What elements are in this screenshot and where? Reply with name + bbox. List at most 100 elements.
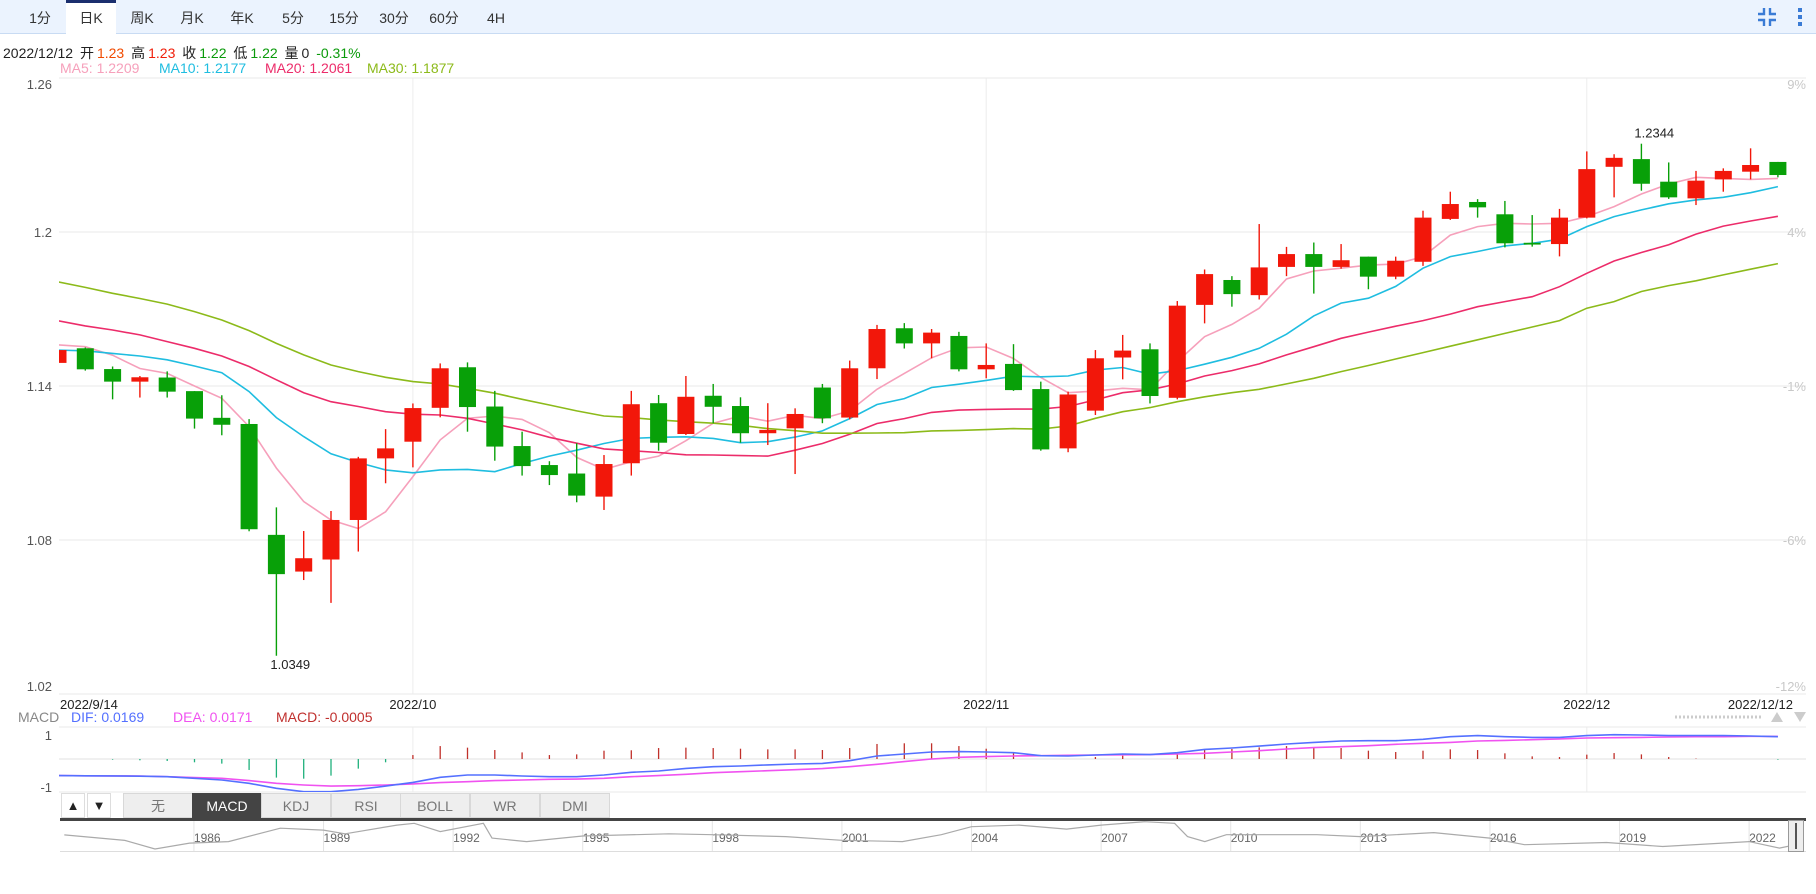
tab-weekly[interactable]: 周K <box>130 10 154 26</box>
candle-down <box>895 323 913 349</box>
candle-body <box>459 367 476 408</box>
indicator-tab-none[interactable]: 无 <box>123 793 193 818</box>
candle-body <box>186 391 203 419</box>
ma30-line <box>59 262 1779 435</box>
candle-body <box>158 377 176 392</box>
candle-body <box>1114 350 1132 358</box>
navigator-year-label: 1995 <box>583 831 610 845</box>
tab-1min[interactable]: 1分 <box>29 10 51 26</box>
candle-up <box>595 455 613 510</box>
tab-4h[interactable]: 4H <box>487 10 505 26</box>
pane-down-button[interactable]: ▼ <box>87 793 111 818</box>
indicator-tab-boll[interactable]: BOLL <box>400 793 470 818</box>
navigator-year-label: 1989 <box>324 831 351 845</box>
info-open-label: 开 <box>79 45 94 61</box>
navigator-year-label: 2019 <box>1620 831 1647 845</box>
candle-down <box>1769 161 1787 178</box>
pane-up-button[interactable]: ▲ <box>61 793 85 818</box>
navigator-year-label: 1992 <box>453 831 480 845</box>
candle-body <box>1632 159 1650 184</box>
candle-down <box>1632 143 1650 191</box>
tab-60min[interactable]: 60分 <box>429 10 459 26</box>
tab-yearly[interactable]: 年K <box>230 10 254 26</box>
candle-body <box>1141 349 1159 397</box>
y-axis-label: 1.2 <box>34 225 52 240</box>
indicator-tab-dmi[interactable]: DMI <box>540 793 610 818</box>
candle-down <box>459 362 476 432</box>
candle-body <box>841 368 859 418</box>
candle-body <box>1305 254 1323 267</box>
candle-up <box>1578 151 1596 219</box>
candle-down <box>568 443 586 503</box>
tab-5min[interactable]: 5分 <box>282 10 304 26</box>
tab-monthly[interactable]: 月K <box>180 10 204 26</box>
candle-up <box>1605 154 1623 198</box>
info-low: 1.22 <box>250 45 278 61</box>
compress-icon[interactable] <box>1756 6 1778 28</box>
candle-body <box>1769 161 1787 176</box>
candle-body <box>1168 305 1186 398</box>
candle-body <box>486 406 504 447</box>
navigator-year-label: 2022 <box>1749 831 1776 845</box>
candle-body <box>540 465 558 476</box>
candle-up <box>322 510 340 603</box>
candle-up <box>622 390 640 476</box>
candle-up <box>1168 301 1186 400</box>
candle-body <box>1059 394 1077 449</box>
candle-body <box>1278 254 1295 267</box>
candle-body <box>650 403 668 443</box>
candle-down <box>1496 200 1514 248</box>
candle-body <box>322 519 340 560</box>
candle-down <box>704 383 722 424</box>
indicator-tab-macd[interactable]: MACD <box>192 793 262 818</box>
candle-body <box>595 464 613 497</box>
info-date: 2022/12/12 <box>3 45 74 61</box>
candle-up <box>349 456 367 552</box>
ma10-line <box>59 185 1779 474</box>
candle-up <box>977 343 995 379</box>
candle-body <box>813 387 831 419</box>
y-axis-label: 1.08 <box>27 533 52 548</box>
candle-up <box>1059 391 1077 453</box>
candle-up <box>295 531 313 581</box>
candle-body <box>431 368 449 408</box>
info-close-label: 收 <box>182 45 197 61</box>
candle-body <box>1496 214 1514 244</box>
legend-ma5: MA5: 1.2209 <box>60 60 140 76</box>
info-change: -0.31% <box>316 45 361 61</box>
y-axis-percent-label: -6% <box>1783 533 1807 548</box>
candle-down <box>1305 242 1323 294</box>
indicator-tab-kdj[interactable]: KDJ <box>261 793 331 818</box>
range-navigator[interactable] <box>60 818 1806 852</box>
candle-body <box>1086 358 1104 411</box>
dif-line <box>59 733 1778 792</box>
candle-up <box>1742 148 1760 180</box>
x-axis-date-label: 2022/12/12 <box>1728 697 1793 712</box>
candle-down <box>813 383 831 424</box>
candle-up <box>923 329 941 359</box>
candle-body <box>1660 181 1678 198</box>
macd-legend-dea: DEA: 0.0171 <box>173 709 253 725</box>
candle-down <box>1223 276 1241 307</box>
info-volume-label: 量 <box>284 45 299 61</box>
indicator-tab-rsi[interactable]: RSI <box>331 793 401 818</box>
candle-up <box>677 375 695 436</box>
candle-down <box>76 347 94 371</box>
candle-body <box>895 328 913 344</box>
navigator-year-label: 1986 <box>194 831 221 845</box>
navigator-year-label: 2004 <box>972 831 999 845</box>
indicator-tab-wr[interactable]: WR <box>470 793 540 818</box>
navigator-handle[interactable] <box>1788 820 1804 852</box>
candle-body <box>568 473 586 496</box>
legend-ma30: MA30: 1.1877 <box>367 60 455 76</box>
candle-body <box>1250 267 1268 296</box>
candle-body <box>295 558 313 572</box>
navigator-year-label: 2007 <box>1101 831 1128 845</box>
tab-30min[interactable]: 30分 <box>379 10 409 26</box>
candle-body <box>1359 256 1377 277</box>
more-vertical-icon[interactable] <box>1789 6 1811 28</box>
tab-15min[interactable]: 15分 <box>329 10 359 26</box>
tab-daily[interactable]: 日K <box>66 0 116 35</box>
candle-body <box>1469 201 1487 208</box>
